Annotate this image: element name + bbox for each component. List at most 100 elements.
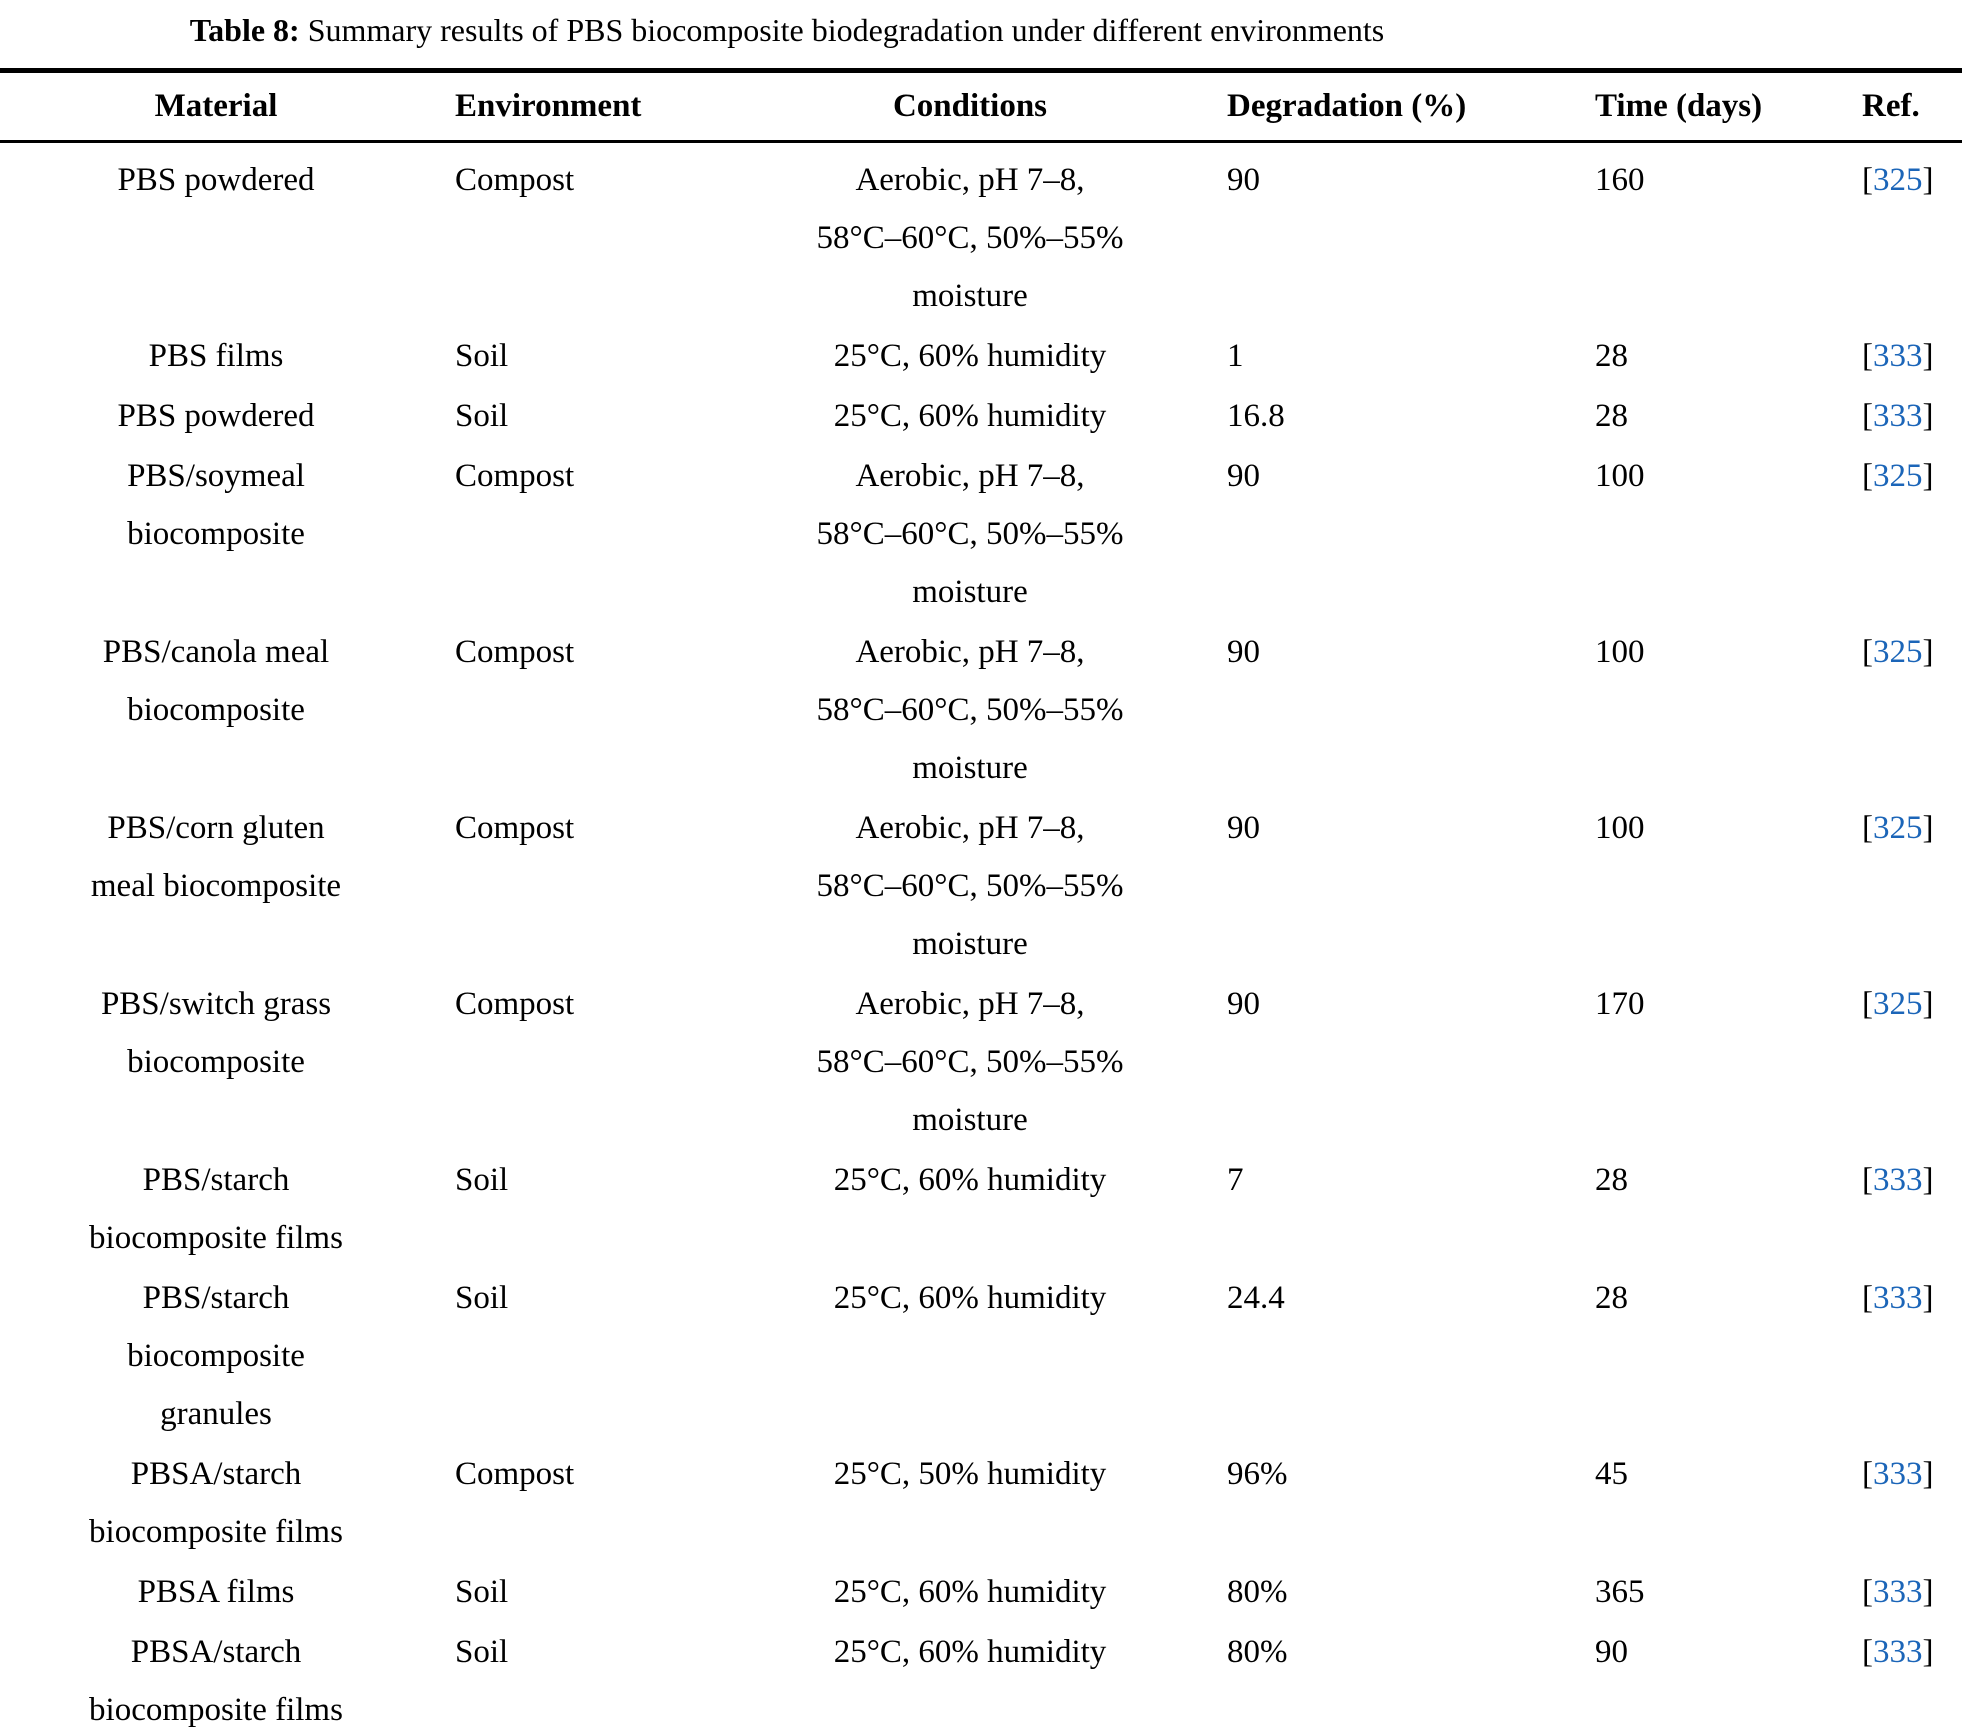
time-cell: 28 — [1595, 1280, 1628, 1316]
time-cell: 90 — [1595, 1634, 1628, 1670]
ref-bracket-close: ] — [1922, 634, 1934, 670]
ref-cell: [333] — [1850, 1622, 1962, 1733]
table-caption: Table 8: Summary results of PBS biocompo… — [0, 0, 1574, 68]
degradation-cell: 90 — [1227, 810, 1260, 846]
biodegradation-table: Material Environment Conditions Degradat… — [0, 68, 1962, 1733]
header-conditions: Conditions — [750, 70, 1190, 143]
conditions-cell: 25°C, 60% humidity — [833, 1574, 1107, 1610]
ref-cell: [325] — [1850, 798, 1962, 974]
material-cell: PBS/switch grass biocomposite — [100, 986, 332, 1080]
environment-cell: Compost — [455, 634, 575, 670]
ref-cell: [333] — [1850, 326, 1962, 386]
ref-link[interactable]: 325 — [1873, 986, 1923, 1022]
material-cell: PBSA/starch biocomposite films — [89, 1456, 343, 1550]
material-cell: PBS powdered — [117, 162, 315, 198]
ref-link[interactable]: 325 — [1873, 634, 1923, 670]
ref-bracket-open: [ — [1862, 810, 1873, 846]
header-time: Time (days) — [1580, 70, 1850, 143]
degradation-cell: 24.4 — [1227, 1280, 1285, 1316]
table-row: PBS/corn gluten meal biocomposite Compos… — [0, 798, 1962, 974]
conditions-cell: 25°C, 50% humidity — [833, 1456, 1107, 1492]
degradation-cell: 90 — [1227, 162, 1260, 198]
conditions-cell: 25°C, 60% humidity — [833, 1634, 1107, 1670]
environment-cell: Soil — [455, 338, 509, 374]
ref-cell: [333] — [1850, 1444, 1962, 1562]
ref-cell: [325] — [1850, 974, 1962, 1150]
caption-text: Summary results of PBS biocomposite biod… — [307, 12, 1385, 48]
conditions-cell: 25°C, 60% humidity — [833, 398, 1107, 434]
ref-cell: [333] — [1850, 386, 1962, 446]
ref-bracket-open: [ — [1862, 162, 1873, 198]
ref-bracket-open: [ — [1862, 1456, 1873, 1492]
degradation-cell: 7 — [1227, 1162, 1244, 1198]
header-material: Material — [0, 70, 432, 143]
environment-cell: Compost — [455, 810, 575, 846]
ref-link[interactable]: 325 — [1873, 162, 1923, 198]
caption-label: Table 8: — [189, 12, 300, 48]
header-ref: Ref. — [1850, 70, 1962, 143]
ref-bracket-open: [ — [1862, 338, 1873, 374]
ref-link[interactable]: 333 — [1873, 338, 1923, 374]
time-cell: 100 — [1595, 634, 1645, 670]
ref-bracket-close: ] — [1922, 1634, 1934, 1670]
ref-cell: [333] — [1850, 1268, 1962, 1444]
table-row: PBS powdered Compost Aerobic, pH 7–8, 58… — [0, 142, 1962, 327]
environment-cell: Soil — [455, 398, 509, 434]
ref-link[interactable]: 333 — [1873, 1280, 1923, 1316]
ref-bracket-close: ] — [1922, 1574, 1934, 1610]
time-cell: 100 — [1595, 458, 1645, 494]
ref-cell: [333] — [1850, 1150, 1962, 1268]
material-cell: PBS/corn gluten meal biocomposite — [90, 810, 342, 904]
time-cell: 28 — [1595, 338, 1628, 374]
conditions-cell: Aerobic, pH 7–8, 58°C–60°C, 50%–55% mois… — [816, 810, 1124, 962]
ref-link[interactable]: 333 — [1873, 1574, 1923, 1610]
conditions-cell: 25°C, 60% humidity — [833, 1280, 1107, 1316]
ref-bracket-open: [ — [1862, 1162, 1873, 1198]
degradation-cell: 16.8 — [1227, 398, 1285, 434]
time-cell: 170 — [1595, 986, 1645, 1022]
table-header: Material Environment Conditions Degradat… — [0, 70, 1962, 143]
material-cell: PBSA/starch biocomposite films — [89, 1634, 343, 1728]
time-cell: 160 — [1595, 162, 1645, 198]
ref-bracket-open: [ — [1862, 1574, 1873, 1610]
ref-cell: [325] — [1850, 446, 1962, 622]
ref-link[interactable]: 333 — [1873, 1634, 1923, 1670]
ref-link[interactable]: 333 — [1873, 1456, 1923, 1492]
table-row: PBSA/starch biocomposite films Compost 2… — [0, 1444, 1962, 1562]
time-cell: 28 — [1595, 1162, 1628, 1198]
material-cell: PBS films — [148, 338, 284, 374]
table-row: PBS/canola meal biocomposite Compost Aer… — [0, 622, 1962, 798]
degradation-cell: 80% — [1227, 1574, 1288, 1610]
ref-cell: [325] — [1850, 622, 1962, 798]
ref-bracket-close: ] — [1922, 986, 1934, 1022]
environment-cell: Compost — [455, 162, 575, 198]
ref-bracket-close: ] — [1922, 162, 1934, 198]
conditions-cell: Aerobic, pH 7–8, 58°C–60°C, 50%–55% mois… — [816, 162, 1124, 314]
header-row: Material Environment Conditions Degradat… — [0, 70, 1962, 143]
environment-cell: Soil — [455, 1280, 509, 1316]
ref-cell: [325] — [1850, 142, 1962, 327]
time-cell: 45 — [1595, 1456, 1628, 1492]
ref-bracket-close: ] — [1922, 1280, 1934, 1316]
degradation-cell: 1 — [1227, 338, 1244, 374]
time-cell: 365 — [1595, 1574, 1645, 1610]
table-row: PBS/starch biocomposite films Soil 25°C,… — [0, 1150, 1962, 1268]
degradation-cell: 80% — [1227, 1634, 1288, 1670]
header-degradation: Degradation (%) — [1190, 70, 1580, 143]
material-cell: PBSA films — [137, 1574, 295, 1610]
material-cell: PBS/canola meal biocomposite — [102, 634, 330, 728]
ref-bracket-close: ] — [1922, 1162, 1934, 1198]
table-row: PBS/starch biocomposite granules Soil 25… — [0, 1268, 1962, 1444]
ref-bracket-open: [ — [1862, 1280, 1873, 1316]
table-row: PBS films Soil 25°C, 60% humidity 1 28 [… — [0, 326, 1962, 386]
ref-bracket-open: [ — [1862, 986, 1873, 1022]
table-row: PBS powdered Soil 25°C, 60% humidity 16.… — [0, 386, 1962, 446]
ref-bracket-open: [ — [1862, 634, 1873, 670]
ref-link[interactable]: 325 — [1873, 810, 1923, 846]
table-row: PBSA/starch biocomposite films Soil 25°C… — [0, 1622, 1962, 1733]
ref-link[interactable]: 333 — [1873, 1162, 1923, 1198]
ref-link[interactable]: 333 — [1873, 398, 1923, 434]
ref-bracket-close: ] — [1922, 338, 1934, 374]
ref-link[interactable]: 325 — [1873, 458, 1923, 494]
ref-bracket-open: [ — [1862, 398, 1873, 434]
